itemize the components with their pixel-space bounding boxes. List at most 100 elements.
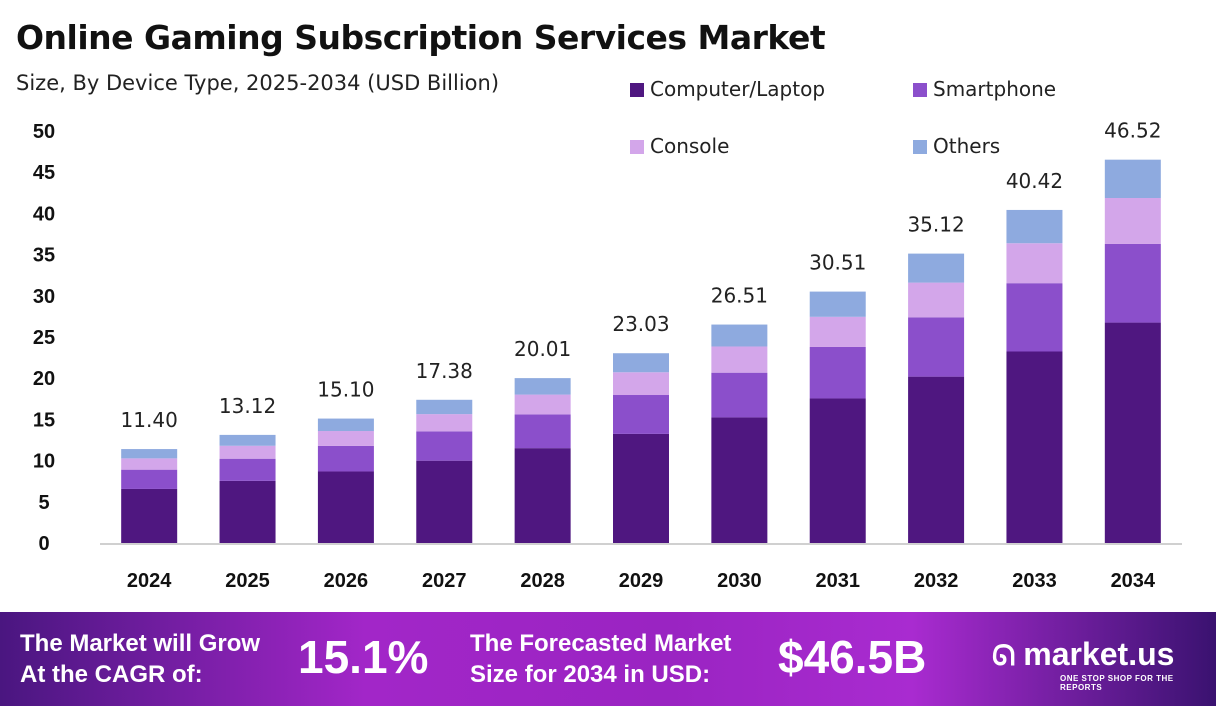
total-label: 23.03 — [612, 312, 669, 336]
bar-segment-smartphone — [908, 317, 965, 377]
bar-segment-computer-laptop — [219, 480, 276, 543]
cagr-value: 15.1% — [298, 631, 429, 683]
total-label: 20.01 — [514, 337, 571, 361]
bar-segment-computer-laptop — [711, 417, 768, 543]
y-tick-label: 20 — [33, 368, 55, 390]
y-tick-label: 5 — [38, 492, 49, 514]
stacked-bar-chart: 0510152025303540455011.40202413.12202515… — [33, 77, 1182, 592]
market-us-logo: ᘏ market.us — [992, 636, 1174, 673]
y-tick-label: 30 — [33, 286, 55, 308]
bar-segment-console — [514, 394, 571, 415]
bar-segment-smartphone — [809, 346, 866, 399]
total-label: 30.51 — [809, 251, 866, 275]
bar-segment-others — [613, 353, 669, 373]
cagr-label-line1: The Market will Grow — [20, 630, 261, 657]
bar-segment-computer-laptop — [416, 460, 473, 543]
forecast-label-line1: The Forecasted Market — [470, 630, 732, 657]
total-label: 40.42 — [1006, 169, 1063, 193]
bar-segment-computer-laptop — [809, 398, 866, 543]
bar-segment-others — [809, 291, 866, 317]
y-tick-label: 35 — [33, 245, 55, 267]
legend-swatch — [913, 140, 927, 154]
x-tick-label: 2024 — [127, 570, 172, 592]
logo-text: market.us — [1023, 636, 1175, 672]
forecast-label: The Forecasted Market Size for 2034 in US… — [470, 628, 731, 690]
y-tick-label: 10 — [33, 451, 55, 473]
bar-segment-others — [711, 324, 768, 347]
bar-segment-console — [317, 431, 374, 446]
x-tick-label: 2026 — [324, 570, 369, 592]
footer-banner: The Market will Grow At the CAGR of: 15.1… — [0, 612, 1216, 706]
x-tick-label: 2030 — [717, 570, 762, 592]
y-tick-label: 0 — [38, 533, 49, 555]
legend-label: Others — [933, 134, 1000, 158]
x-tick-label: 2028 — [520, 570, 565, 592]
bar-segment-computer-laptop — [1006, 351, 1063, 543]
bar-segment-computer-laptop — [514, 448, 571, 543]
total-label: 11.40 — [121, 408, 178, 432]
bar-segment-computer-laptop — [613, 433, 669, 543]
y-tick-label: 50 — [33, 121, 55, 143]
bar-segment-smartphone — [1006, 283, 1063, 352]
legend-swatch — [630, 83, 644, 97]
legend-swatch — [630, 140, 644, 154]
y-tick-label: 40 — [33, 203, 55, 225]
chart-title: Online Gaming Subscription Services Mark… — [16, 18, 826, 57]
bar-segment-console — [219, 445, 276, 459]
bar-segment-computer-laptop — [1104, 322, 1161, 543]
x-tick-label: 2032 — [914, 570, 959, 592]
x-tick-label: 2031 — [815, 570, 860, 592]
bar-segment-smartphone — [1104, 243, 1161, 323]
total-label: 15.10 — [317, 378, 374, 402]
forecast-label-line2: Size for 2034 in USD: — [470, 661, 711, 688]
total-label: 17.38 — [416, 359, 473, 383]
x-tick-label: 2027 — [422, 570, 467, 592]
bar-segment-smartphone — [416, 431, 473, 461]
bar-segment-console — [809, 316, 866, 347]
chart-subtitle: Size, By Device Type, 2025-2034 (USD Bil… — [16, 71, 500, 95]
bar-segment-console — [711, 346, 768, 373]
bar-segment-smartphone — [613, 395, 669, 434]
total-label: 26.51 — [711, 284, 768, 308]
bar-segment-console — [1006, 243, 1063, 284]
bar-segment-smartphone — [711, 372, 768, 418]
bar-segment-computer-laptop — [908, 376, 965, 543]
bar-segment-others — [416, 399, 473, 415]
bar-segment-smartphone — [121, 469, 178, 489]
legend-swatch — [913, 83, 927, 97]
legend-label: Console — [650, 134, 729, 158]
y-tick-label: 15 — [33, 409, 55, 431]
bar-segment-others — [219, 434, 276, 446]
forecast-value: $46.5B — [778, 631, 927, 683]
bar-segment-smartphone — [219, 458, 276, 481]
bar-segment-console — [908, 282, 965, 318]
bar-segment-others — [514, 378, 571, 395]
bar-segment-others — [1104, 159, 1161, 198]
y-tick-label: 45 — [33, 162, 55, 184]
bar-segment-others — [1006, 209, 1063, 244]
bar-segment-others — [317, 418, 374, 432]
legend-label: Smartphone — [933, 77, 1056, 101]
bar-segment-smartphone — [514, 414, 571, 449]
cagr-label: The Market will Grow At the CAGR of: — [20, 628, 260, 690]
x-tick-label: 2025 — [225, 570, 270, 592]
bar-segment-smartphone — [317, 445, 374, 472]
x-tick-label: 2033 — [1012, 570, 1057, 592]
y-tick-label: 25 — [33, 327, 55, 349]
x-tick-label: 2034 — [1111, 570, 1156, 592]
total-label: 46.52 — [1104, 119, 1161, 143]
logo-icon: ᘏ — [992, 640, 1016, 671]
total-label: 13.12 — [219, 394, 276, 418]
bar-segment-console — [121, 458, 178, 470]
bar-segment-console — [613, 372, 669, 396]
bar-segment-others — [908, 253, 965, 283]
logo-tagline: ONE STOP SHOP FOR THE REPORTS — [1060, 674, 1174, 692]
x-tick-label: 2029 — [619, 570, 664, 592]
bar-segment-computer-laptop — [317, 471, 374, 543]
legend-label: Computer/Laptop — [650, 77, 825, 101]
bar-segment-computer-laptop — [121, 488, 178, 543]
bar-segment-console — [416, 414, 473, 432]
cagr-label-line2: At the CAGR of: — [20, 661, 203, 688]
bar-segment-others — [121, 449, 178, 459]
bar-segment-console — [1104, 197, 1161, 244]
